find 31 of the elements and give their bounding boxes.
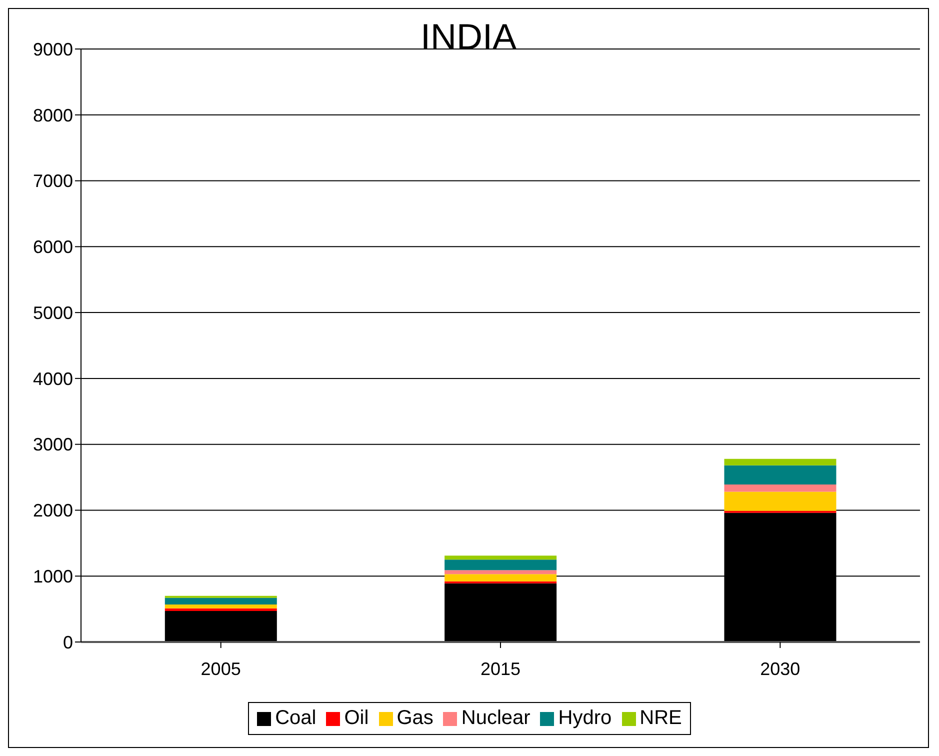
bar: [444, 556, 557, 560]
bar: [724, 484, 836, 492]
y-tick-label: 7000: [32, 171, 73, 192]
legend-label: NRE: [638, 707, 682, 730]
bar: [164, 608, 277, 612]
legend-label: Gas: [396, 707, 434, 730]
x-tick-label: 2005: [200, 658, 241, 679]
bar: [724, 465, 836, 485]
x-tick-label: 2015: [480, 658, 521, 679]
y-tick-label: 1000: [32, 566, 73, 586]
bar: [444, 570, 557, 574]
y-tick-label: 8000: [32, 105, 73, 126]
legend-label: Coal: [274, 707, 316, 730]
y-tick-label: 3000: [32, 434, 73, 455]
legend-label: Hydro: [557, 707, 612, 730]
bar: [444, 574, 557, 582]
bar: [164, 598, 277, 604]
x-tick-label: 2030: [760, 658, 800, 679]
y-tick-label: 9000: [32, 39, 73, 60]
bar: [164, 604, 277, 608]
bar: [724, 492, 836, 511]
y-tick-label: 2000: [32, 500, 73, 521]
y-tick-label: 5000: [32, 302, 73, 323]
chart-title: INDIA: [420, 16, 516, 57]
legend-label: Oil: [343, 707, 369, 730]
bar: [444, 560, 557, 570]
y-tick-label: 0: [62, 632, 73, 652]
y-tick-label: 6000: [32, 237, 73, 258]
legend-label: Nuclear: [460, 707, 530, 730]
bar: [724, 458, 836, 466]
y-tick-label: 4000: [32, 368, 73, 389]
